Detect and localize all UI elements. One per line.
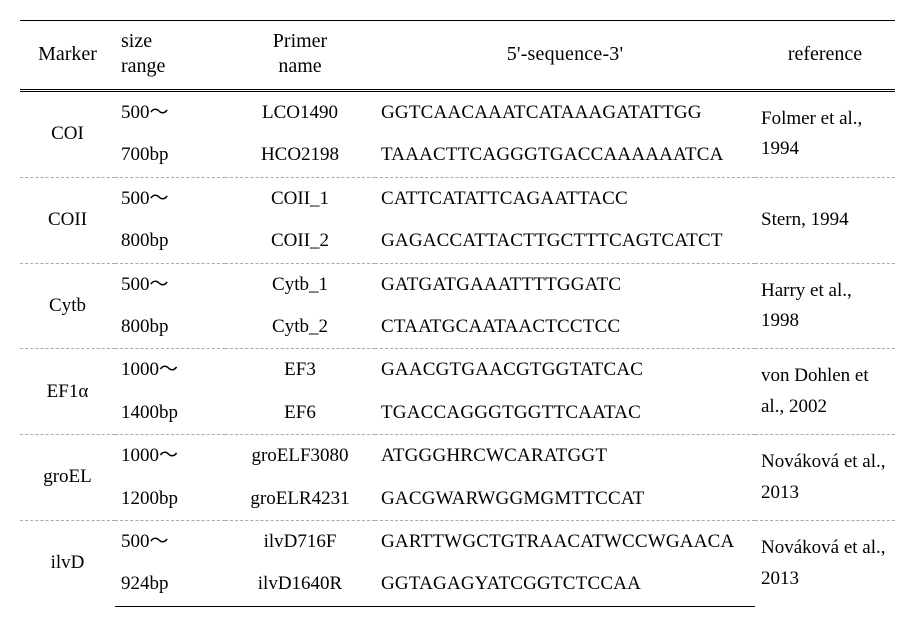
primer-cell: Cytb_1	[225, 263, 375, 306]
primer-cell: Cytb_2	[225, 306, 375, 349]
size-cell: 800bp	[115, 220, 225, 263]
size-cell: 500～	[115, 91, 225, 135]
marker-cell: ilvD	[20, 520, 115, 606]
table-row: ilvD500～ilvD716FGARTTWGCTGTRAACATWCCWGAA…	[20, 520, 895, 563]
primer-cell: HCO2198	[225, 134, 375, 177]
reference-cell: Folmer et al., 1994	[755, 91, 895, 178]
sequence-cell: GAACGTGAACGTGGTATCAC	[375, 349, 755, 392]
sequence-cell: GARTTWGCTGTRAACATWCCWGAACA	[375, 520, 755, 563]
size-cell: 1000～	[115, 349, 225, 392]
table-row: COII500～COII_1CATTCATATTCAGAATTACCStern,…	[20, 177, 895, 220]
sequence-cell: GGTAGAGYATCGGTCTCCAA	[375, 563, 755, 606]
primer-cell: ilvD1640R	[225, 563, 375, 606]
reference-cell: Harry et al., 1998	[755, 263, 895, 349]
size-cell: 1000～	[115, 435, 225, 478]
marker-cell: COI	[20, 91, 115, 178]
sequence-cell: GATGATGAAATTTTGGATC	[375, 263, 755, 306]
table-row: Cytb500～Cytb_1GATGATGAAATTTTGGATCHarry e…	[20, 263, 895, 306]
sequence-cell: TAAACTTCAGGGTGACCAAAAAATCA	[375, 134, 755, 177]
size-cell: 800bp	[115, 306, 225, 349]
primer-table: Marker size range Primer name 5'-sequenc…	[20, 20, 895, 607]
table-row: groEL1000～groELF3080ATGGGHRCWCARATGGTNov…	[20, 435, 895, 478]
sequence-cell: GGTCAACAAATCATAAAGATATTGG	[375, 91, 755, 135]
size-cell: 500～	[115, 263, 225, 306]
table-row: EF1α1000～EF3GAACGTGAACGTGGTATCACvon Dohl…	[20, 349, 895, 392]
reference-cell: Nováková et al., 2013	[755, 435, 895, 521]
table-row: COI500～LCO1490GGTCAACAAATCATAAAGATATTGGF…	[20, 91, 895, 135]
header-size: size range	[115, 21, 225, 91]
marker-cell: Cytb	[20, 263, 115, 349]
reference-cell: von Dohlen et al., 2002	[755, 349, 895, 435]
marker-cell: EF1α	[20, 349, 115, 435]
primer-cell: groELR4231	[225, 478, 375, 521]
primer-cell: groELF3080	[225, 435, 375, 478]
sequence-cell: ATGGGHRCWCARATGGT	[375, 435, 755, 478]
sequence-cell: TGACCAGGGTGGTTCAATAC	[375, 392, 755, 435]
marker-cell: COII	[20, 177, 115, 263]
header-row: Marker size range Primer name 5'-sequenc…	[20, 21, 895, 91]
header-primer: Primer name	[225, 21, 375, 91]
header-sequence: 5'-sequence-3'	[375, 21, 755, 91]
size-cell: 500～	[115, 177, 225, 220]
sequence-cell: CATTCATATTCAGAATTACC	[375, 177, 755, 220]
size-cell: 1400bp	[115, 392, 225, 435]
primer-cell: COII_2	[225, 220, 375, 263]
size-cell: 924bp	[115, 563, 225, 606]
primer-cell: EF6	[225, 392, 375, 435]
size-cell: 500～	[115, 520, 225, 563]
sequence-cell: GACGWARWGGMGMTTCCAT	[375, 478, 755, 521]
table-body: COI500～LCO1490GGTCAACAAATCATAAAGATATTGGF…	[20, 91, 895, 607]
primer-cell: COII_1	[225, 177, 375, 220]
marker-cell: groEL	[20, 435, 115, 521]
reference-cell: Stern, 1994	[755, 177, 895, 263]
primer-cell: LCO1490	[225, 91, 375, 135]
size-cell: 1200bp	[115, 478, 225, 521]
header-marker: Marker	[20, 21, 115, 91]
primer-cell: ilvD716F	[225, 520, 375, 563]
sequence-cell: CTAATGCAATAACTCCTCC	[375, 306, 755, 349]
sequence-cell: GAGACCATTACTTGCTTTCAGTCATCT	[375, 220, 755, 263]
header-reference: reference	[755, 21, 895, 91]
reference-cell: Nováková et al., 2013	[755, 520, 895, 606]
primer-cell: EF3	[225, 349, 375, 392]
size-cell: 700bp	[115, 134, 225, 177]
